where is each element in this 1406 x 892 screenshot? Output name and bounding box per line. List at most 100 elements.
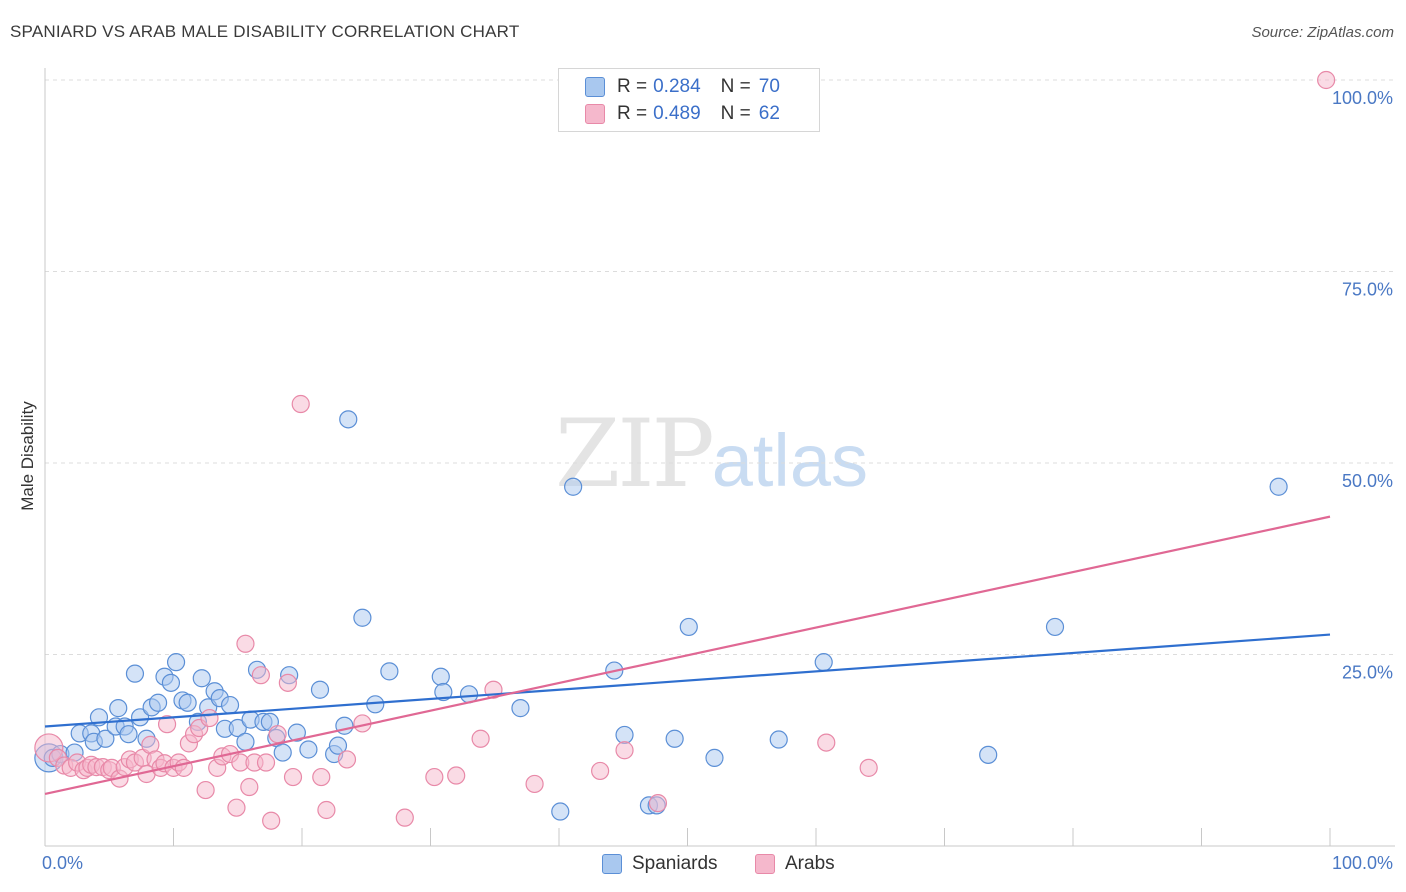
spaniards-point <box>615 725 634 745</box>
chart-title: SPANIARD VS ARAB MALE DISABILITY CORRELA… <box>10 22 520 41</box>
arabs-point <box>256 753 276 772</box>
arabs-point <box>157 715 177 734</box>
arabs-point <box>615 741 634 760</box>
spaniards-point <box>125 664 145 683</box>
spaniards-point <box>96 729 115 748</box>
x-tick-label: 100.0% <box>1332 853 1393 873</box>
spaniards-point <box>328 736 348 755</box>
spaniards-point <box>1269 477 1288 496</box>
arabs-point <box>262 811 281 830</box>
legend-n-label: N = <box>720 103 751 124</box>
legend-r-label: R = <box>617 76 648 97</box>
arabs-point <box>648 794 668 813</box>
spaniards-point <box>299 740 318 759</box>
spaniards-point <box>564 477 583 496</box>
spaniards-point <box>178 693 197 712</box>
tick-label-layer: 25.0% 50.0% 75.0% 100.0% 0.0% 100.0% <box>42 88 1393 873</box>
trend-layer <box>44 515 1331 795</box>
correlation-legend: R = 0.284 N = 70 R = 0.489 N = 62 <box>558 68 820 132</box>
points-layer <box>34 70 1336 830</box>
arabs-point <box>196 780 215 800</box>
bottom-legend-spaniards: Spaniards <box>602 851 718 877</box>
bottom-legend-label-arabs: Arabs <box>785 853 835 874</box>
spaniards-trendline <box>44 633 1331 728</box>
arabs-point <box>283 767 303 787</box>
bottom-swatch-arabs <box>755 854 775 874</box>
spaniards-point <box>705 748 724 768</box>
legend-swatch-spaniards <box>585 77 605 97</box>
spaniards-point <box>273 743 292 762</box>
spaniards-point <box>192 669 211 688</box>
spaniards-point <box>434 682 453 702</box>
y-tick-label: 75.0% <box>1342 280 1393 300</box>
arabs-point <box>236 634 255 653</box>
spaniards-point <box>236 732 255 751</box>
arabs-point <box>227 798 246 817</box>
spaniards-point <box>431 667 450 686</box>
arabs-point <box>337 750 357 769</box>
spaniards-point <box>679 617 698 637</box>
legend-r-value-spaniards: 0.284 <box>653 76 701 97</box>
arabs-point <box>859 758 878 777</box>
legend-r-value-arabs: 0.489 <box>653 103 701 124</box>
watermark-zip: ZIP <box>555 400 715 509</box>
spaniards-point <box>228 718 247 738</box>
spaniards-point <box>166 653 186 672</box>
grid-layer <box>45 79 1395 655</box>
watermark: ZIPatlas <box>555 400 868 509</box>
y-tick-label: 25.0% <box>1342 663 1393 683</box>
bottom-swatch-spaniards <box>602 854 622 874</box>
arabs-point <box>395 808 414 827</box>
legend-swatch-arabs <box>585 104 605 124</box>
spaniards-point <box>109 699 128 718</box>
arabs-point <box>817 733 836 752</box>
legend-r-label: R = <box>617 103 648 124</box>
spaniards-point <box>130 708 150 727</box>
x-tick-label: 0.0% <box>42 853 83 873</box>
arabs-point <box>200 708 219 728</box>
watermark-atlas: atlas <box>711 419 869 502</box>
spaniards-point <box>979 745 998 764</box>
legend-n-value-spaniards: 70 <box>758 76 780 97</box>
spaniards-point <box>353 608 372 627</box>
spaniards-point <box>148 693 168 712</box>
spaniards-point <box>665 729 684 748</box>
legend-row-spaniards: R = 0.284 N = 70 <box>585 74 780 100</box>
spaniards-point <box>511 699 530 718</box>
arabs-point <box>525 774 544 794</box>
spaniards-point <box>220 695 240 715</box>
bottom-legend-label-spaniards: Spaniards <box>632 853 718 874</box>
source-note: Source: ZipAtlas.com <box>1251 24 1394 41</box>
spaniards-point <box>814 653 833 672</box>
y-tick-label: 100.0% <box>1332 88 1393 108</box>
arabs-point <box>425 767 444 787</box>
arabs-point <box>240 777 259 797</box>
y-tick-label: 50.0% <box>1342 471 1393 491</box>
bottom-legend-arabs: Arabs <box>755 851 835 877</box>
arabs-point <box>312 767 331 787</box>
arabs-point <box>447 766 466 785</box>
spaniards-point <box>551 802 570 821</box>
arabs-point <box>278 673 297 692</box>
spaniards-point <box>339 410 358 429</box>
spaniards-point <box>287 723 306 742</box>
spaniards-point <box>1045 617 1065 637</box>
legend-n-value-arabs: 62 <box>758 103 780 124</box>
arabs-point <box>1317 70 1336 90</box>
arabs-point <box>268 725 287 744</box>
legend-n-label: N = <box>720 76 751 97</box>
arabs-point <box>291 394 310 414</box>
arabs-point <box>317 800 336 820</box>
spaniards-point <box>161 673 181 692</box>
arabs-trendline <box>44 515 1331 795</box>
spaniards-point <box>310 680 330 699</box>
axis-layer <box>44 68 1395 847</box>
arabs-point <box>251 666 270 685</box>
arabs-point <box>591 761 610 781</box>
legend-row-arabs: R = 0.489 N = 62 <box>585 101 780 127</box>
spaniards-point <box>769 730 788 749</box>
spaniards-point <box>380 662 399 681</box>
spaniards-point <box>119 725 138 744</box>
arabs-point <box>471 729 490 748</box>
